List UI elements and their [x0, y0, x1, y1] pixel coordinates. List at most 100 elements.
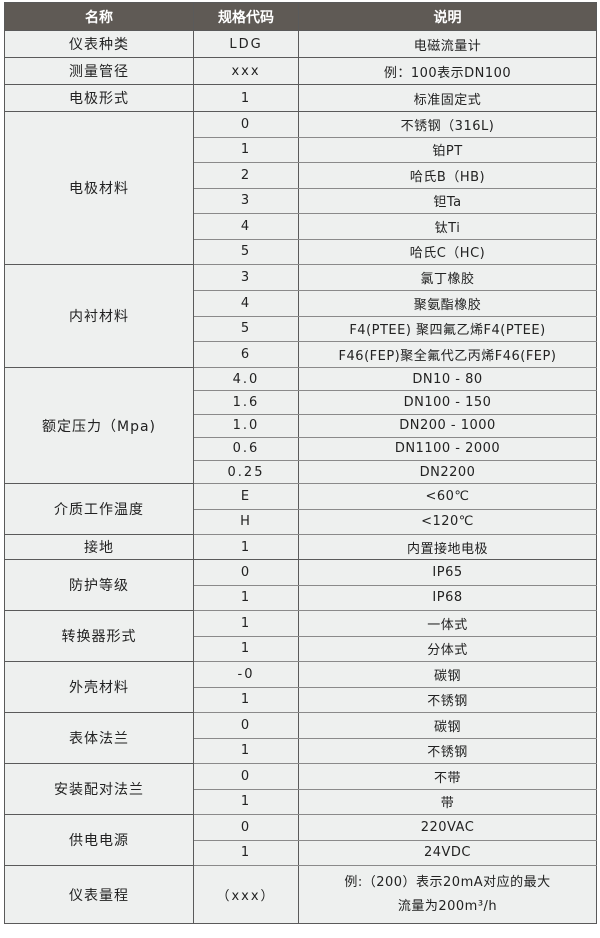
- spec-code: E: [193, 483, 299, 510]
- spec-code: 6: [193, 341, 299, 369]
- spec-description: 内置接地电极: [298, 534, 597, 561]
- spec-code: xxx: [193, 57, 299, 85]
- table-row: 安装配对法兰 0 不带: [4, 763, 597, 816]
- spec-code: 4: [193, 213, 299, 240]
- spec-description: 220VAC: [298, 814, 597, 841]
- spec-description: 电磁流量计: [298, 30, 597, 58]
- spec-code: 1: [193, 84, 299, 112]
- spec-code: 1: [193, 635, 299, 663]
- spec-name: 内衬材料: [4, 263, 194, 369]
- spec-code: 1: [193, 610, 299, 637]
- table-row: 表体法兰 0 碳钢: [4, 712, 597, 765]
- spec-description: 铂PT: [298, 136, 597, 163]
- spec-code: （xxx）: [193, 865, 299, 925]
- spec-code: 1: [193, 686, 299, 714]
- spec-code: 3: [193, 187, 299, 214]
- spec-code: 1: [193, 788, 299, 816]
- table-header: 名称 规格代码 说明: [4, 2, 597, 31]
- spec-name: 外壳材料: [4, 661, 194, 714]
- table-row: 电极材料 0 不锈钢（316L): [4, 111, 597, 265]
- spec-description: 例：100表示DN100: [298, 57, 597, 85]
- spec-code: 4: [193, 289, 299, 317]
- spec-description: 不锈钢: [298, 686, 597, 714]
- spec-code: 0.25: [193, 459, 299, 485]
- spec-code: 2: [193, 162, 299, 189]
- table-row: 0.6 DN1100 - 2000: [5, 436, 597, 461]
- table-row: 供电电源 0 220VAC: [4, 814, 597, 867]
- spec-code: H: [193, 508, 299, 536]
- table-row: 1.0 DN200 - 1000: [5, 413, 597, 438]
- spec-description: 例:（200）表示20mA对应的最大 流量为200m³/h: [298, 865, 597, 925]
- table-row: 仪表量程 （xxx） 例:（200）表示20mA对应的最大 流量为200m³/h: [4, 865, 597, 925]
- table-row: 6 F46(FEP)聚全氟代乙丙烯F46(FEP): [5, 341, 597, 369]
- spec-name: 表体法兰: [4, 712, 194, 765]
- spec-description: 碳钢: [298, 712, 597, 739]
- table-row: 4 聚氨酯橡胶: [5, 289, 597, 317]
- table-row: 防护等级 0 IP65: [4, 559, 597, 612]
- spec-description: IP65: [298, 559, 597, 586]
- table-row: 0.25 DN2200: [5, 459, 597, 485]
- spec-code: 1.0: [193, 413, 299, 438]
- spec-code: LDG: [193, 30, 299, 58]
- spec-name: 防护等级: [4, 559, 194, 612]
- spec-code: 1: [193, 136, 299, 163]
- spec-description: DN1100 - 2000: [298, 436, 597, 461]
- spec-description: 不带: [298, 763, 597, 790]
- table-row: 介质工作温度 E <60℃: [4, 483, 597, 536]
- spec-description-line: 例:（200）表示20mA对应的最大: [344, 874, 551, 890]
- spec-code: 5: [193, 315, 299, 343]
- spec-code: 3: [193, 264, 299, 291]
- spec-description: 钛Ti: [298, 213, 597, 240]
- spec-code: -0: [193, 661, 299, 688]
- table-row: 仪表种类 LDG 电磁流量计: [4, 30, 597, 58]
- table-row: 2 哈氏B（HB): [5, 162, 597, 189]
- spec-description: 氯丁橡胶: [298, 264, 597, 291]
- spec-description: 标准固定式: [298, 84, 597, 112]
- spec-name: 介质工作温度: [4, 483, 194, 536]
- spec-description-line: 流量为200m³/h: [397, 898, 498, 914]
- spec-description: 哈氏C（HC): [298, 238, 597, 265]
- spec-code: 0: [193, 559, 299, 586]
- spec-name: 转换器形式: [4, 610, 194, 663]
- spec-description: 带: [298, 788, 597, 816]
- spec-description: <120℃: [298, 508, 597, 536]
- spec-name: 额定压力（Mpa): [4, 367, 194, 485]
- spec-description: 不锈钢（316L): [298, 111, 597, 138]
- spec-description: F4(PTEE) 聚四氟乙烯F4(PTEE): [298, 315, 597, 343]
- spec-name: 供电电源: [4, 814, 194, 867]
- spec-code: 0: [193, 763, 299, 790]
- spec-code: 1.6: [193, 390, 299, 415]
- spec-description: <60℃: [298, 483, 597, 510]
- table-row: 1 IP68: [5, 584, 597, 612]
- spec-description: DN200 - 1000: [298, 413, 597, 438]
- table-body: 仪表种类 LDG 电磁流量计 测量管径 xxx 例：100表示DN100 电极形式 1 标准固定…: [4, 30, 597, 925]
- spec-name: 测量管径: [4, 57, 194, 85]
- table-row: 4 钛Ti: [5, 213, 597, 240]
- table-row: 接地 1 内置接地电极: [4, 534, 597, 561]
- spec-code: 1: [193, 534, 299, 561]
- spec-description: 碳钢: [298, 661, 597, 688]
- spec-name: 接地: [4, 534, 194, 561]
- spec-name: 仪表量程: [4, 865, 194, 925]
- spec-name: 电极形式: [4, 84, 194, 112]
- table-row: 1 不锈钢: [5, 737, 597, 765]
- table-row: 测量管径 xxx 例：100表示DN100: [4, 57, 597, 85]
- spec-description: DN100 - 150: [298, 390, 597, 415]
- spec-code: 1: [193, 584, 299, 612]
- spec-code: 4.0: [193, 367, 299, 392]
- spec-table: 名称 规格代码 说明 仪表种类 LDG 电磁流量计 测量管径 xxx 例：100表示DN1…: [4, 2, 597, 925]
- header-desc: 说明: [298, 2, 597, 31]
- table-row: 3 钽Ta: [5, 187, 597, 214]
- spec-description: 钽Ta: [298, 187, 597, 214]
- spec-name: 仪表种类: [4, 30, 194, 58]
- spec-code: 1: [193, 839, 299, 867]
- spec-description: 聚氨酯橡胶: [298, 289, 597, 317]
- spec-description: DN10 - 80: [298, 367, 597, 392]
- table-row: 转换器形式 1 一体式: [4, 610, 597, 663]
- spec-code: 0.6: [193, 436, 299, 461]
- table-row: 电极形式 1 标准固定式: [4, 84, 597, 112]
- table-row: 1 分体式: [5, 635, 597, 663]
- header-name: 名称: [4, 2, 194, 31]
- spec-description: 一体式: [298, 610, 597, 637]
- spec-code: 0: [193, 712, 299, 739]
